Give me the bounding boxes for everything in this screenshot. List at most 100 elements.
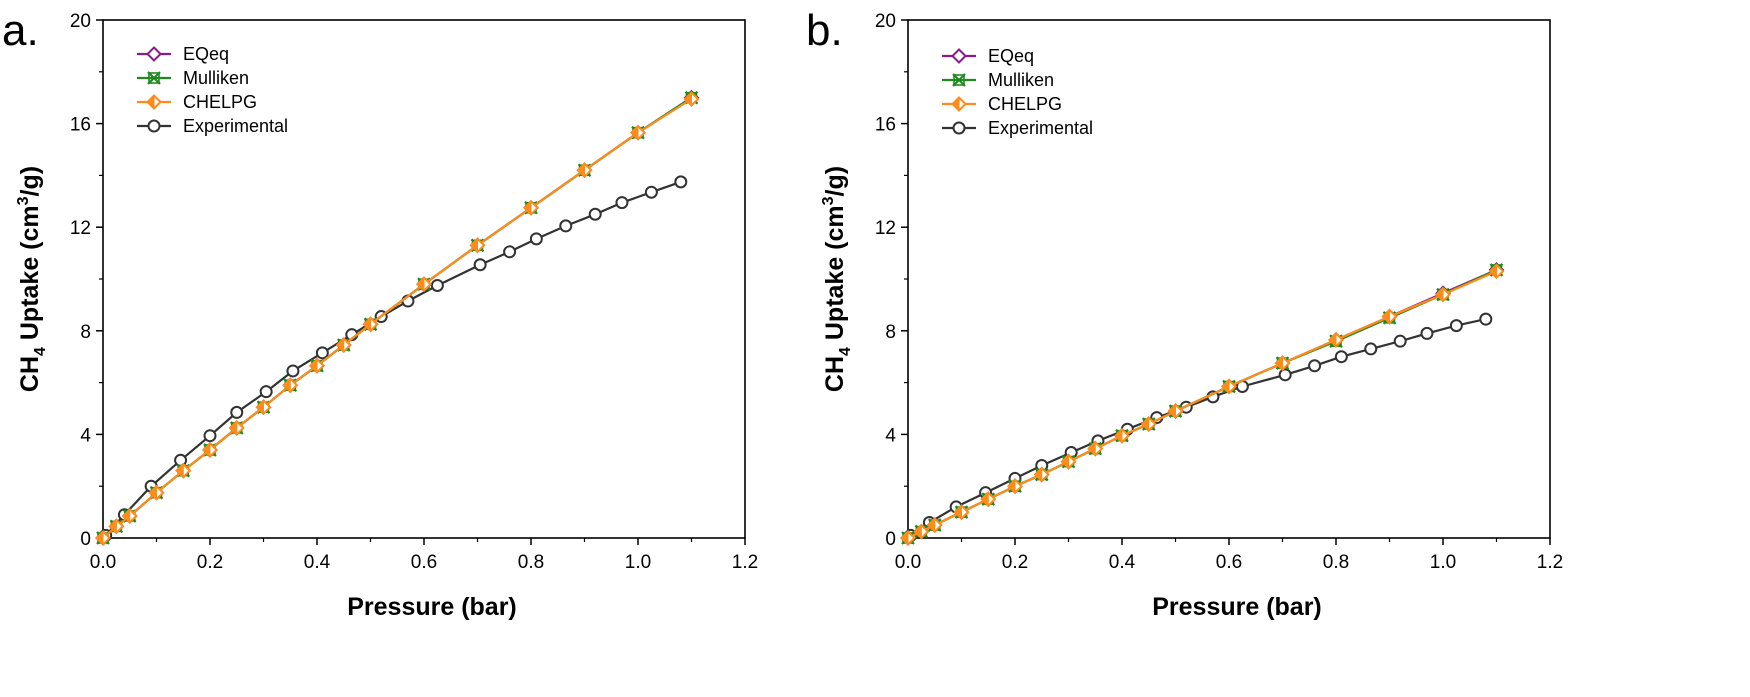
- data-point: [588, 207, 602, 221]
- y-tick-label: 20: [70, 11, 91, 32]
- y-tick-label: 8: [80, 322, 91, 343]
- series-experimental: [904, 312, 1493, 542]
- data-point: [953, 504, 970, 521]
- data-point: [309, 357, 325, 374]
- y-tick-label: 12: [875, 218, 896, 239]
- y-axis-title-part: /g): [821, 166, 849, 197]
- data-point: [1033, 466, 1050, 483]
- data-point: [1393, 334, 1407, 348]
- legend-label: Mulliken: [988, 70, 1054, 90]
- y-tick-label: 8: [885, 322, 896, 343]
- y-tick-label: 4: [885, 425, 896, 446]
- x-tick-label: 0.6: [1216, 552, 1242, 573]
- panel-a: a. 0.0 0.2 0.4 0.6 0.8 1.0 1.2 0 4 8 12 16 20 Pressur…: [2, 6, 758, 621]
- series-line: [907, 268, 1497, 539]
- data-point: [1060, 453, 1077, 470]
- data-point: [1435, 286, 1451, 303]
- y-axis-title-part: CH: [16, 356, 44, 392]
- legend-label: Mulliken: [183, 68, 249, 88]
- series-mulliken: [96, 90, 699, 545]
- y-axis-title-part: CH: [821, 356, 849, 392]
- y-axis-title: CH4 Uptake (cm3/g): [820, 166, 854, 392]
- series-line: [102, 96, 693, 539]
- legend: EQeq Mulliken CHELPG Experimental: [942, 46, 1093, 138]
- legend-marker: [951, 96, 967, 112]
- data-point: [980, 491, 997, 508]
- data-point: [576, 162, 593, 179]
- data-point: [148, 484, 165, 501]
- data-point: [1007, 478, 1023, 495]
- y-axis-title-part: /g): [16, 166, 44, 197]
- data-point: [1381, 308, 1398, 325]
- series-line: [102, 96, 693, 539]
- data-point: [1278, 368, 1292, 382]
- y-axis-title-part: Uptake (cm: [821, 205, 849, 347]
- x-axis-title: Pressure (bar): [347, 593, 517, 621]
- x-tick-label: 0.8: [1323, 552, 1349, 573]
- legend-label: Experimental: [988, 118, 1093, 138]
- series-line: [104, 180, 682, 537]
- legend-marker: [146, 94, 162, 110]
- data-point: [1308, 359, 1322, 373]
- legend-marker: [952, 121, 966, 135]
- data-point: [362, 316, 379, 333]
- data-point: [203, 429, 217, 443]
- data-point: [1114, 427, 1130, 444]
- data-point: [615, 196, 629, 210]
- data-point: [286, 364, 300, 378]
- y-axis-title-part: Uptake (cm: [16, 205, 44, 347]
- y-axis-title-part: 4: [32, 347, 49, 356]
- data-point: [228, 420, 245, 436]
- data-point: [523, 199, 539, 216]
- data-point: [1420, 326, 1434, 340]
- y-axis-title-part: 4: [837, 347, 854, 356]
- data-point: [1087, 440, 1104, 457]
- data-point: [230, 405, 244, 419]
- data-point: [1274, 355, 1291, 372]
- legend-marker: [951, 48, 967, 64]
- x-tick-label: 0.2: [197, 552, 223, 573]
- legend-item: EQeq: [942, 46, 1034, 66]
- legend-marker: [146, 46, 162, 62]
- data-point: [1140, 416, 1157, 432]
- data-point: [108, 518, 125, 535]
- x-tick-label: 0.8: [518, 552, 544, 573]
- data-point: [95, 530, 111, 546]
- legend-label: Experimental: [183, 116, 288, 136]
- data-point: [1449, 319, 1463, 333]
- data-point: [1479, 312, 1493, 326]
- series-experimental: [99, 175, 688, 542]
- panel-letter: a.: [2, 6, 39, 55]
- legend-label: CHELPG: [183, 92, 257, 112]
- x-tick-label: 1.2: [732, 552, 758, 573]
- data-point: [175, 462, 192, 479]
- x-tick-label: 1.0: [625, 552, 651, 573]
- legend: EQeq Mulliken CHELPG Experimental: [137, 44, 288, 136]
- legend-label: CHELPG: [988, 94, 1062, 114]
- y-tick-label: 20: [875, 11, 896, 32]
- y-tick-label: 0: [885, 529, 896, 550]
- x-tick-label: 0.2: [1002, 552, 1028, 573]
- data-point: [1334, 350, 1348, 364]
- panel-b: b. 0.0 0.2 0.4 0.6 0.8 1.0 1.2 0 4 8 12 16 20 Pressur…: [806, 6, 1563, 621]
- data-point: [282, 377, 299, 394]
- data-point: [430, 278, 444, 292]
- y-axis-title-part: 3: [15, 196, 32, 205]
- legend-item: Experimental: [942, 118, 1093, 138]
- data-point: [315, 346, 329, 360]
- data-point: [202, 442, 218, 458]
- series-line: [907, 270, 1497, 539]
- data-point: [473, 258, 487, 272]
- x-tick-label: 0.0: [90, 552, 116, 573]
- data-point: [913, 523, 930, 540]
- data-point: [683, 91, 700, 107]
- x-tick-label: 1.2: [1537, 552, 1563, 573]
- legend-label: EQeq: [988, 46, 1034, 66]
- legend-item: Experimental: [137, 116, 288, 136]
- y-tick-label: 4: [80, 425, 91, 446]
- legend-marker: [147, 119, 161, 133]
- data-point: [503, 245, 517, 259]
- y-axis-title: CH4 Uptake (cm3/g): [15, 166, 49, 392]
- series-line: [102, 98, 693, 539]
